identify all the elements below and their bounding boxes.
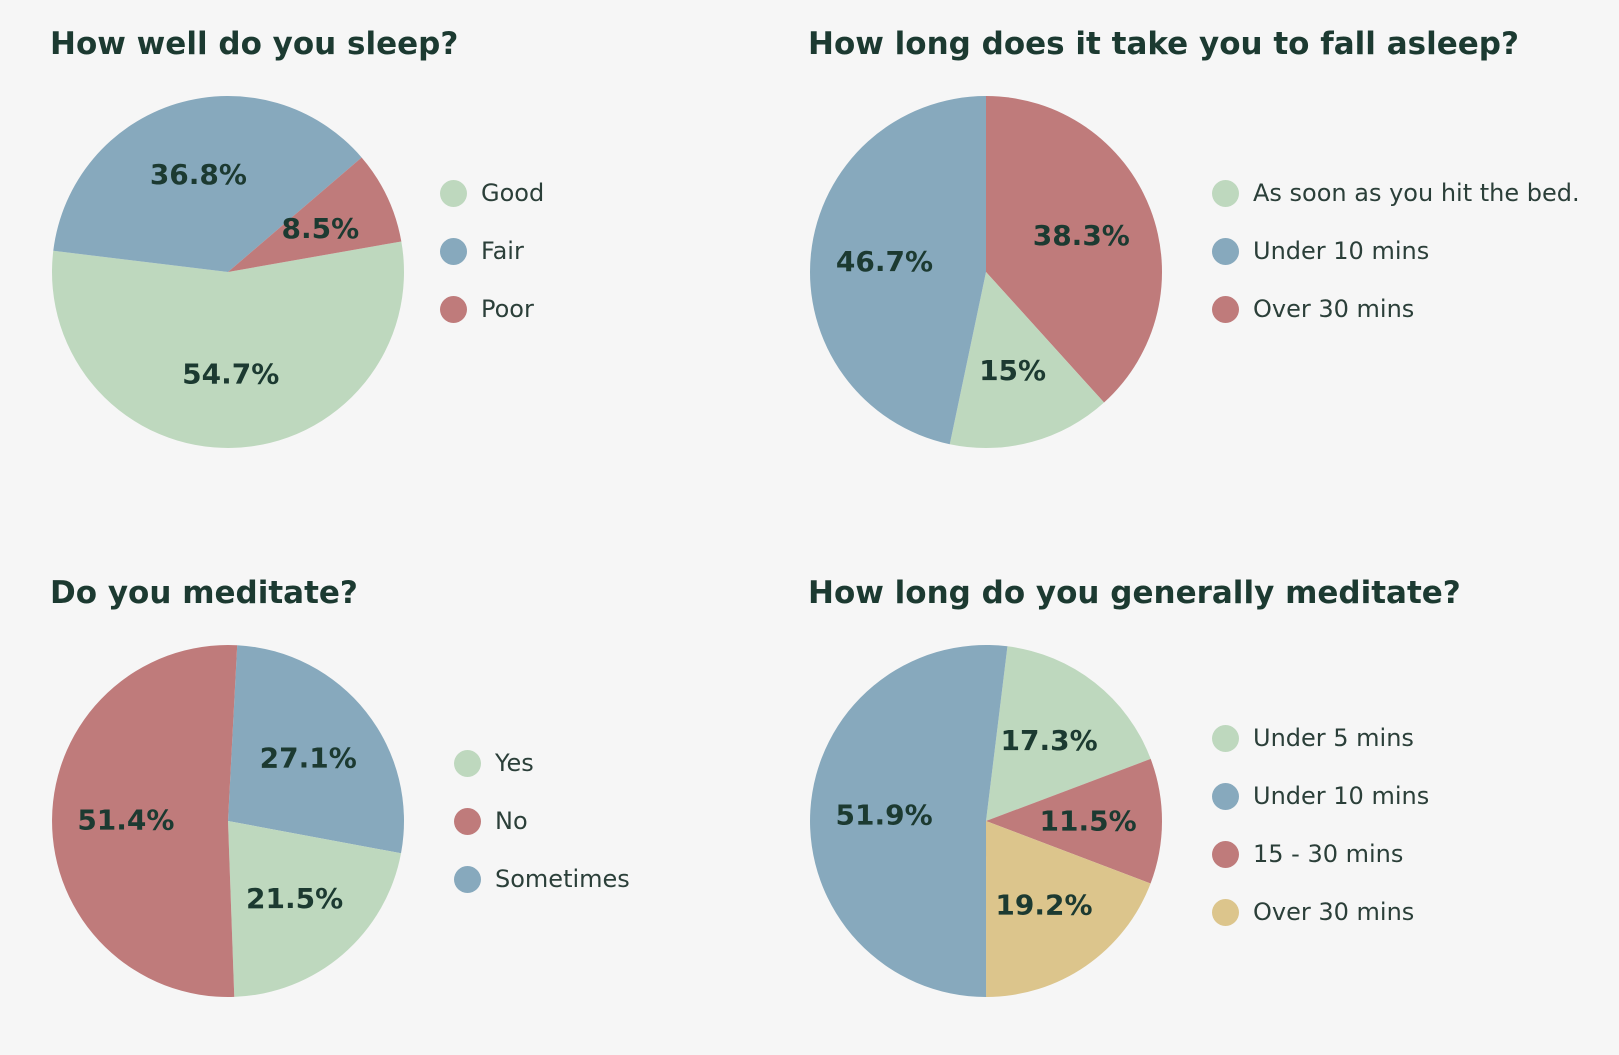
slice-value-label-as-soon-as-you-hit-the-bed: 15%: [979, 354, 1046, 387]
legend-label: Poor: [481, 295, 534, 323]
chart-panel-fall-asleep-time: How long does it take you to fall asleep…: [808, 26, 1580, 506]
pie-chart: 38.3% 15% 46.7%: [810, 96, 1163, 449]
legend-swatch: [1212, 898, 1239, 926]
legend-swatch: [440, 295, 467, 323]
slice-value-label-under-5-mins: 17.3%: [1001, 724, 1098, 757]
legend-label: Good: [481, 179, 545, 207]
slice-value-label-under-10-mins: 51.9%: [836, 798, 933, 831]
legend-item: Good: [440, 179, 544, 207]
legend-label: Under 5 mins: [1253, 724, 1414, 752]
legend-label: No: [495, 807, 528, 835]
pie-slice-over-30-mins: [986, 96, 1163, 403]
pie-slice-15-30-mins: [986, 758, 1162, 884]
legend-item: Yes: [454, 749, 630, 777]
legend-item: No: [454, 807, 630, 835]
slice-value-label-sometimes: 27.1%: [260, 741, 357, 774]
slice-value-label-over-30-mins: 19.2%: [995, 889, 1092, 922]
legend-item: Under 10 mins: [1212, 237, 1580, 265]
pie-slice-over-30-mins: [986, 821, 1151, 997]
legend-swatch: [454, 807, 481, 835]
chart-legend: Under 5 mins Under 10 mins 15 - 30 mins …: [1212, 724, 1429, 956]
slice-value-label-good: 54.7%: [182, 358, 279, 391]
chart-title: How long does it take you to fall asleep…: [808, 26, 1519, 62]
legend-label: 15 - 30 mins: [1253, 840, 1404, 868]
pie-slice-under-10-mins: [810, 96, 986, 445]
legend-swatch: [454, 749, 481, 777]
legend-swatch: [440, 179, 467, 207]
slice-value-label-15-30-mins: 11.5%: [1040, 805, 1137, 838]
legend-label: Sometimes: [495, 865, 630, 893]
legend-item: 15 - 30 mins: [1212, 840, 1429, 868]
legend-item: Poor: [440, 295, 544, 323]
pie-slice-under-5-mins: [986, 646, 1151, 821]
legend-swatch: [1212, 724, 1239, 752]
legend-label: Yes: [495, 749, 534, 777]
chart-panel-meditation-duration: How long do you generally meditate? 17.3…: [808, 575, 1568, 1055]
chart-panel-meditate: Do you meditate? 27.1% 21.5% 51.4% Yes No …: [50, 575, 810, 1055]
legend-item: Over 30 mins: [1212, 295, 1580, 323]
slice-value-label-no: 51.4%: [77, 804, 174, 837]
pie-slice-fair: [53, 95, 362, 272]
slice-value-label-yes: 21.5%: [246, 882, 343, 915]
legend-item: Sometimes: [454, 865, 630, 893]
slice-value-label-fair: 36.8%: [150, 158, 247, 191]
legend-label: As soon as you hit the bed.: [1253, 179, 1580, 207]
chart-legend: As soon as you hit the bed. Under 10 min…: [1212, 179, 1580, 353]
legend-swatch: [454, 865, 481, 893]
pie-chart: 54.7% 36.8% 8.5%: [51, 95, 404, 448]
legend-swatch: [1212, 295, 1239, 323]
chart-panel-sleep-quality: How well do you sleep? 54.7% 36.8% 8.5% Go…: [50, 26, 810, 506]
legend-label: Over 30 mins: [1253, 295, 1415, 323]
pie-slice-no: [52, 645, 238, 998]
legend-swatch: [440, 237, 467, 265]
legend-label: Under 10 mins: [1253, 782, 1430, 810]
pie-slice-yes: [228, 821, 402, 997]
slice-value-label-poor: 8.5%: [281, 212, 359, 245]
legend-item: As soon as you hit the bed.: [1212, 179, 1580, 207]
pie-slice-as-soon-as-you-hit-the-bed: [949, 272, 1105, 449]
legend-item: Under 10 mins: [1212, 782, 1429, 810]
chart-legend: Yes No Sometimes: [454, 749, 630, 923]
pie-chart: 27.1% 21.5% 51.4%: [52, 645, 405, 998]
chart-title: How well do you sleep?: [50, 26, 459, 62]
chart-title: Do you meditate?: [50, 575, 358, 611]
pie-chart: 17.3% 11.5% 19.2% 51.9%: [810, 645, 1162, 997]
chart-legend: Good Fair Poor: [440, 179, 544, 353]
slice-value-label-under-10-mins: 46.7%: [836, 245, 933, 278]
pie-slice-poor: [228, 157, 402, 272]
legend-item: Under 5 mins: [1212, 724, 1429, 752]
legend-swatch: [1212, 237, 1239, 265]
legend-swatch: [1212, 179, 1239, 207]
slice-value-label-over-30-mins: 38.3%: [1033, 219, 1130, 252]
pie-slice-under-10-mins: [810, 645, 1008, 997]
chart-title: How long do you generally meditate?: [808, 575, 1461, 611]
legend-item: Fair: [440, 237, 544, 265]
legend-label: Under 10 mins: [1253, 237, 1430, 265]
pie-slice-good: [51, 241, 404, 448]
legend-swatch: [1212, 840, 1239, 868]
pie-slice-sometimes: [228, 645, 405, 854]
legend-item: Over 30 mins: [1212, 898, 1429, 926]
legend-label: Fair: [481, 237, 524, 265]
legend-label: Over 30 mins: [1253, 898, 1415, 926]
legend-swatch: [1212, 782, 1239, 810]
